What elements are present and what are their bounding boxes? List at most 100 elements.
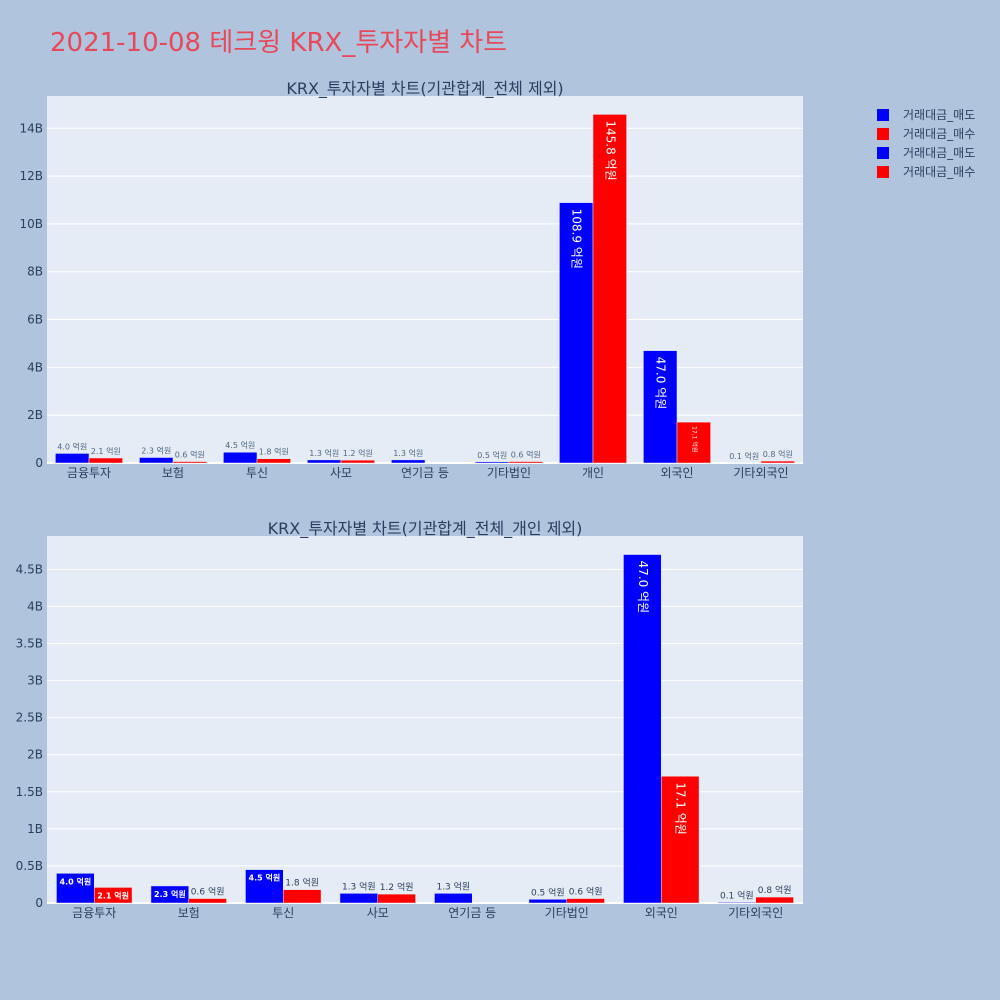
chart-2: KRX_투자자별 차트(기관합계_전체_개인 제외) 0 0.5B 1B 1.5B 2B 2… — [16, 519, 803, 920]
y-tick-label: 3B — [27, 674, 43, 688]
bar — [559, 202, 594, 464]
x-tick-label: 연기금 등 — [401, 466, 449, 480]
x-tick-label: 사모 — [330, 466, 352, 480]
data-label: 4.5 억원 — [249, 873, 281, 883]
bar — [283, 889, 322, 904]
data-label: 0.8 억원 — [763, 449, 793, 459]
plot-background — [47, 96, 803, 463]
data-label: 1.2 억원 — [380, 881, 414, 893]
data-label: 4.5 억원 — [225, 440, 255, 450]
data-label: 2.1 억원 — [91, 446, 121, 456]
bar — [307, 459, 342, 464]
bar — [377, 893, 416, 904]
x-tick-label: 개인 — [582, 466, 604, 480]
data-label: 1.3 억원 — [436, 880, 470, 892]
bar — [245, 869, 284, 904]
data-label: 17.1 억원 — [690, 426, 698, 452]
y-tick-label: 10B — [19, 217, 43, 231]
data-label: 1.3 억원 — [342, 880, 376, 892]
x-tick-label: 기타법인 — [545, 906, 589, 920]
bar — [434, 893, 473, 904]
legend-label: 거래대금_매수 — [903, 165, 975, 179]
bar — [150, 885, 189, 904]
bar — [172, 461, 207, 464]
chart-1: KRX_투자자별 차트(기관합계_전체 제외) 0 2B 4B 6B 8B 10B 12B 14… — [19, 79, 803, 480]
y-tick-label: 14B — [19, 121, 43, 135]
y-tick-label: 4B — [27, 360, 43, 374]
data-label: 0.5 억원 — [477, 450, 507, 460]
legend-swatch — [877, 109, 889, 121]
data-label: 0.5 억원 — [531, 886, 565, 898]
data-label: 4.0 억원 — [60, 876, 92, 886]
bar — [717, 902, 757, 904]
y-tick-label: 4B — [27, 599, 43, 613]
bar — [256, 458, 291, 464]
data-label: 1.8 억원 — [285, 877, 319, 889]
bar — [340, 459, 375, 464]
x-tick-label: 외국인 — [645, 906, 678, 920]
bar — [391, 459, 426, 464]
data-label: 0.8 억원 — [758, 884, 792, 896]
legend-label: 거래대금_매도 — [903, 108, 975, 122]
x-tick-label: 투신 — [246, 466, 268, 480]
y-tick-label: 2B — [27, 408, 43, 422]
x-tick-label: 보험 — [178, 906, 200, 920]
data-label: 0.6 억원 — [175, 450, 205, 460]
y-tick-label: 2.5B — [16, 711, 43, 725]
legend-swatch — [877, 147, 889, 159]
bar — [566, 898, 605, 904]
y-tick-label: 3.5B — [16, 637, 43, 651]
x-tick-label: 연기금 등 — [448, 906, 496, 920]
data-label: 1.2 억원 — [343, 448, 373, 458]
bar — [475, 461, 510, 464]
legend-label: 거래대금_매수 — [903, 127, 975, 141]
data-label: 17.1 억원 — [674, 782, 688, 835]
legend-label: 거래대금_매도 — [903, 146, 975, 160]
bar — [623, 554, 662, 904]
bar — [528, 899, 568, 904]
y-tick-label: 4.5B — [16, 562, 43, 576]
y-tick-label: 0.5B — [16, 859, 43, 873]
x-tick-label: 사모 — [367, 906, 389, 920]
data-label: 2.3 억원 — [154, 889, 186, 899]
x-tick-label: 기타외국인 — [728, 906, 783, 920]
legend-swatch — [877, 166, 889, 178]
y-tick-label: 1.5B — [16, 785, 43, 799]
bar — [643, 350, 678, 464]
data-label: 145.8 억원 — [603, 120, 617, 180]
data-label: 1.3 억원 — [393, 448, 423, 458]
y-tick-label: 2B — [27, 748, 43, 762]
data-label: 0.1 억원 — [720, 889, 754, 901]
bar — [760, 460, 795, 464]
bar — [339, 893, 379, 904]
bar — [188, 898, 227, 904]
y-tick-label: 6B — [27, 313, 43, 327]
bar — [755, 896, 794, 904]
data-label: 2.1 억원 — [97, 890, 129, 900]
bar — [592, 114, 627, 464]
data-label: 0.6 억원 — [191, 886, 225, 898]
x-tick-label: 투신 — [272, 906, 294, 920]
bar — [55, 453, 90, 464]
data-label: 0.6 억원 — [511, 450, 541, 460]
bar — [94, 887, 133, 904]
data-label: 2.3 억원 — [141, 446, 171, 456]
bar — [508, 461, 543, 464]
bar — [88, 457, 123, 464]
data-label: 0.6 억원 — [569, 886, 603, 898]
bar — [661, 775, 700, 904]
legend-swatch — [877, 128, 889, 140]
page-title: 2021-10-08 테크윙 KRX_투자자별 차트 — [50, 28, 508, 58]
data-label: 47.0 억원 — [636, 561, 650, 614]
data-label: 4.0 억원 — [57, 441, 87, 451]
bar — [139, 457, 174, 464]
x-tick-label: 금융투자 — [72, 906, 116, 920]
y-tick-label: 0 — [35, 896, 43, 910]
x-tick-label: 기타외국인 — [733, 466, 788, 480]
data-label: 108.9 억원 — [570, 209, 584, 269]
data-label: 1.3 억원 — [309, 448, 339, 458]
data-label: 1.8 억원 — [259, 447, 289, 457]
x-tick-label: 보험 — [162, 466, 184, 480]
